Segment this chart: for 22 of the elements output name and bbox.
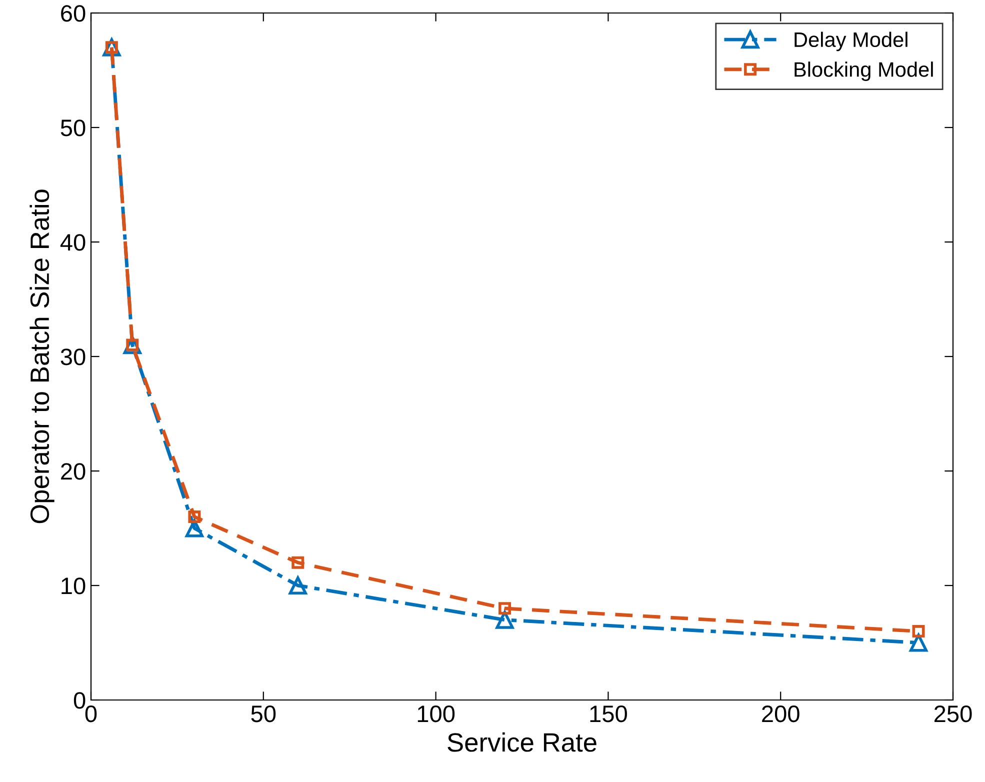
point (912, 625, 925, 638)
y-tick-label: 60 (61, 5, 86, 22)
point (292, 556, 304, 569)
x-tick-label: 0 (85, 705, 97, 722)
y-tick-label: 40 (60, 234, 86, 251)
x-tick-label: 100 (418, 705, 455, 722)
point (288, 576, 307, 595)
y-tick-label: 10 (62, 578, 86, 594)
x-tick-label: 200 (762, 705, 800, 722)
x-axis-title: Service Rate (448, 732, 596, 752)
legend-label: Delay Model (794, 32, 908, 52)
y-axis-title: Operator to Batch Size Ratio (30, 190, 54, 524)
x-tick-label: 150 (590, 705, 627, 722)
y-tick-label: 0 (74, 692, 86, 709)
y-tick-label: 20 (61, 463, 86, 480)
x-tick-label: 250 (934, 705, 972, 722)
x-tick-label: 50 (251, 705, 276, 722)
y-tick-label: 30 (60, 348, 86, 366)
y-tick-label: 50 (60, 120, 86, 136)
point (498, 602, 512, 615)
point (188, 510, 201, 524)
legend-label: Blocking Model (794, 62, 933, 82)
